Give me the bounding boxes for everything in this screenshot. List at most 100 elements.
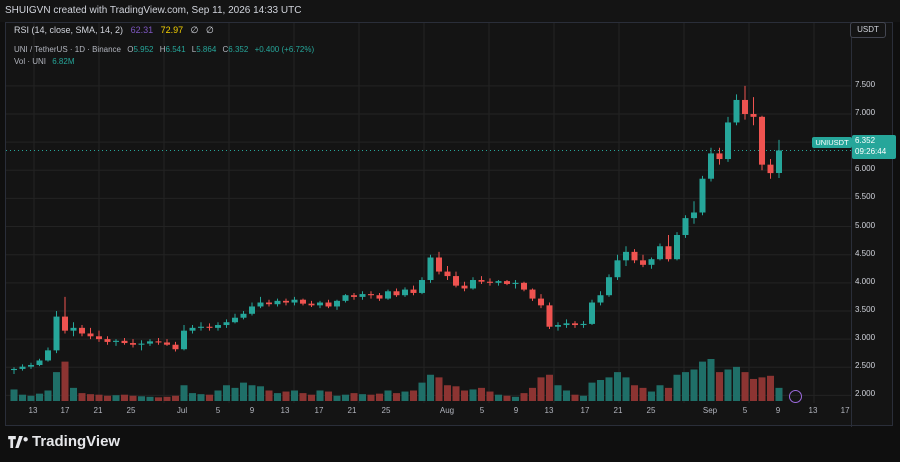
high-label: H [159,45,166,54]
candle-body [419,280,425,293]
tradingview-logo[interactable]: TradingView [8,433,120,450]
volume-bar [350,393,358,401]
price-axis[interactable] [851,23,894,427]
volume-bar [614,372,621,401]
date-tick-label: 17 [314,406,324,415]
candle-body [742,99,748,115]
candle-body [283,300,289,303]
candle-body [393,291,400,296]
volume-bar [214,390,222,401]
volume-bar [461,390,468,401]
volume-bar [537,377,545,401]
candle-body [657,246,663,260]
volume-bar [172,395,179,401]
candle-body [266,302,272,305]
close-label: C [222,45,229,54]
candle-body [342,295,349,301]
symbol-title: UNI / TetherUS · 1D · Binance [14,45,122,54]
volume-bar [410,390,417,401]
volume-bar [163,396,171,401]
candle-body [572,323,578,326]
chart-frame[interactable]: RSI (14, close, SMA, 14, 2) 62.31 72.97 … [5,22,894,427]
candle-body [70,327,77,331]
candle-body [631,251,638,261]
volume-bar [478,387,485,401]
date-tick-label: 5 [742,406,748,415]
date-tick-label: Aug [439,406,455,415]
date-tick-label: 25 [646,406,656,415]
candle-body [606,277,612,296]
volume-bar [622,377,630,401]
volume-bar [333,395,341,401]
candle-body [665,246,672,260]
rsi-label: RSI (14, close, SMA, 14, 2) [14,25,124,35]
candle-body [121,340,128,344]
date-tick-label: 9 [513,406,519,415]
candle-body [274,300,281,305]
candle-body [487,281,493,283]
rsi-legend: RSI (14, close, SMA, 14, 2) 62.31 72.97 … [14,25,219,36]
volume-bar [180,385,188,401]
volume-bar [19,394,26,401]
date-tick-label: 13 [280,406,290,415]
candle-body [215,325,221,328]
candle-body [53,316,60,351]
volume-bar [444,385,451,401]
candle-body [453,276,459,286]
candle-body [699,178,706,213]
candle-body [257,302,264,307]
volume-bar [265,390,273,401]
date-tick-label: 21 [347,406,357,415]
candle-body [725,122,731,160]
price-tick-label: 4.000 [855,276,876,286]
candlestick-chart[interactable] [6,23,851,403]
volume-bar [231,387,239,401]
volume-bar [571,394,579,401]
volume-value: 6.82M [52,57,75,66]
volume-bar [758,377,766,401]
candle-body [555,325,561,327]
top-bar: SHUIGVN created with TradingView.com, Se… [0,0,900,22]
candle-body [461,285,468,289]
logo-text: TradingView [32,433,121,450]
volume-bar [282,391,290,401]
candle-body [589,302,595,324]
date-tick-label: Jul [176,406,188,415]
candle-body [11,368,17,371]
candle-body [300,299,306,304]
currency-button[interactable]: USDT [850,22,886,38]
volume-bar [495,394,502,401]
candle-body [359,294,366,297]
date-tick-label: 21 [613,406,623,415]
volume-bar [367,394,375,401]
volume-bar [325,391,332,401]
volume-legend: Vol · UNI 6.82M [14,57,74,66]
symbol-legend: UNI / TetherUS · 1D · Binance O5.952 H6.… [14,45,318,54]
date-tick-label: 9 [249,406,255,415]
candle-body [334,300,340,307]
volume-bar [503,395,511,401]
candle-body [189,327,196,331]
date-tick-label: 9 [775,406,781,415]
volume-bar [767,375,774,401]
candle-body [232,317,238,323]
rsi-na-1: ∅ [190,25,199,35]
volume-bar [605,377,613,401]
candle-body [648,259,655,265]
candle-body [79,327,85,334]
candle-body [708,153,714,179]
candle-body [776,150,782,173]
price-tick-label: 2.000 [855,389,876,399]
chart-pane[interactable]: RSI (14, close, SMA, 14, 2) 62.31 72.97 … [6,23,851,403]
change-value: +0.400 (+6.72%) [254,45,315,54]
candle-body [28,364,34,367]
events-icon[interactable] [789,390,802,403]
candle-body [147,341,153,344]
volume-bar [393,393,400,401]
date-tick-label: 25 [381,406,391,415]
candle-body [308,303,315,306]
candle-body [138,343,145,345]
last-price-box: 6.352 09:26:44 [852,135,896,159]
candle-body [495,281,502,283]
volume-bar [189,393,196,401]
